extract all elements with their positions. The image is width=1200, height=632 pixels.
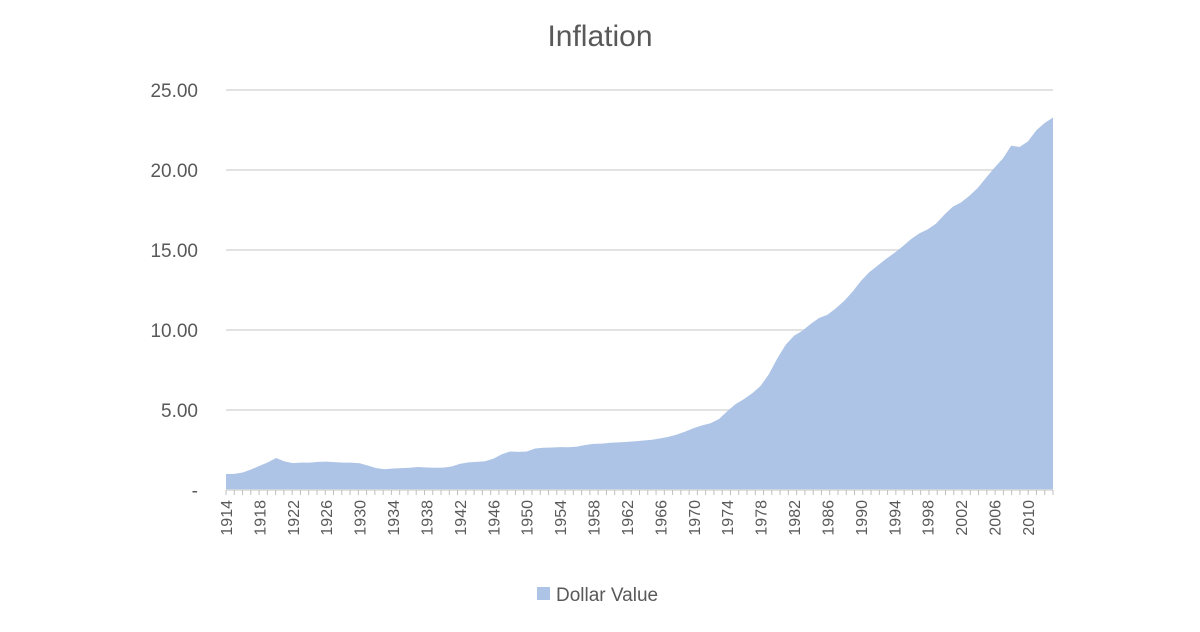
chart-title: Inflation [547, 20, 652, 53]
x-tick-label: 1974 [720, 500, 737, 536]
x-tick-label: 2006 [988, 500, 1005, 536]
y-tick-label: 5.00 [161, 401, 198, 422]
series-area-dollar-value [226, 117, 1053, 491]
legend: Dollar Value [537, 585, 658, 606]
x-tick-label: 1966 [653, 500, 670, 536]
x-tick-label: 1930 [353, 500, 370, 536]
x-tick-label: 2002 [954, 500, 971, 536]
x-tick-label: 1982 [787, 500, 804, 536]
x-tick-label: 1918 [252, 500, 269, 536]
x-tick-label: 1934 [386, 500, 403, 536]
legend-swatch-dollar-value [537, 587, 550, 600]
x-tick-label: 1958 [587, 500, 604, 536]
x-tick-label: 1954 [553, 500, 570, 536]
x-tick-label: 1998 [921, 500, 938, 536]
x-tick-label: 1986 [820, 500, 837, 536]
x-tick-label: 1990 [854, 500, 871, 536]
x-tick-label: 1942 [453, 500, 470, 536]
y-tick-label: 25.00 [150, 81, 198, 102]
legend-label-dollar-value: Dollar Value [556, 585, 658, 606]
x-tick-label: 1926 [319, 500, 336, 536]
y-tick-label: 15.00 [150, 241, 198, 262]
x-tick-label: 1978 [754, 500, 771, 536]
x-tick-label: 1938 [419, 500, 436, 536]
x-tick-label: 1962 [620, 500, 637, 536]
x-tick-label: 1994 [887, 500, 904, 536]
y-tick-label: 10.00 [150, 321, 198, 342]
x-tick-label: 1922 [286, 500, 303, 536]
x-tick-label: 1946 [486, 500, 503, 536]
x-tick-label: 1970 [687, 500, 704, 536]
y-tick-label: 20.00 [150, 161, 198, 182]
x-tick-label: 1950 [520, 500, 537, 536]
y-tick-label: - [192, 481, 198, 502]
x-tick-label: 1914 [219, 500, 236, 536]
axes: - 5.00 10.00 15.00 20.00 25.00 1914 1918 1922 192… [150, 81, 1054, 536]
series-area-group [226, 117, 1053, 491]
x-tick-label: 2010 [1021, 500, 1038, 536]
